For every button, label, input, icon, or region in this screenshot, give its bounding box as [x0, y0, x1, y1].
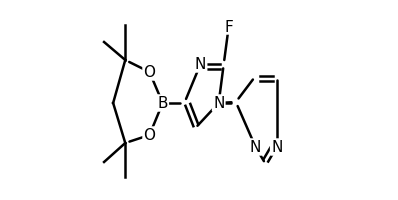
Text: N: N [250, 140, 261, 155]
Text: B: B [157, 96, 168, 111]
Text: N: N [195, 57, 206, 72]
Text: N: N [271, 140, 283, 155]
Text: O: O [144, 65, 156, 80]
Text: O: O [144, 128, 156, 143]
Text: F: F [224, 19, 233, 34]
Text: N: N [213, 96, 224, 111]
